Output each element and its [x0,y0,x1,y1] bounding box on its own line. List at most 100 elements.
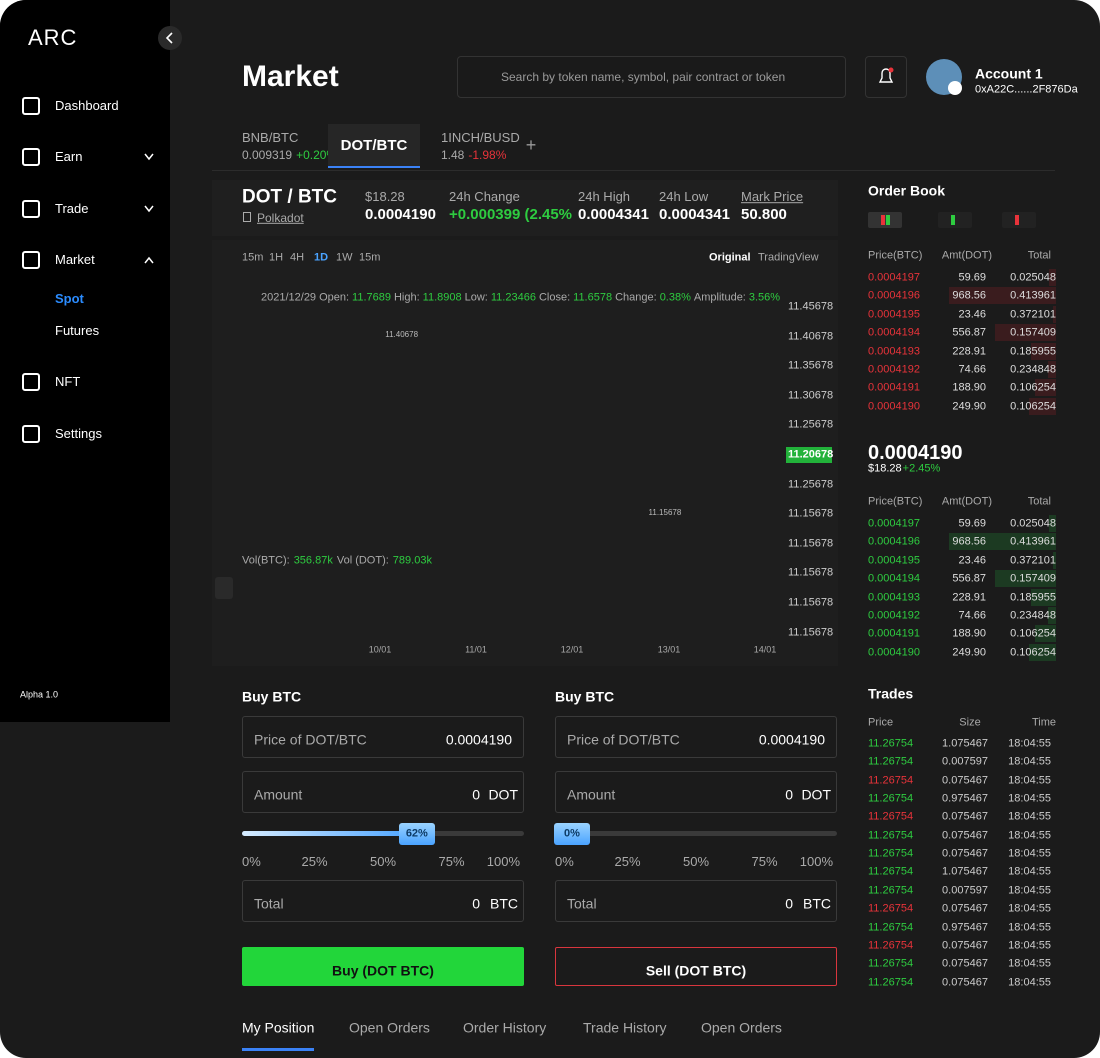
nav-icon [22,97,40,115]
trade-size: 0.975467 [942,920,988,933]
nav-item[interactable]: Futures [55,323,100,339]
interval[interactable]: 1W [336,251,353,264]
input-value: 0 [472,786,480,803]
interval[interactable]: 15m [242,251,264,264]
order-button[interactable] [242,947,524,986]
book-amount: 59.69 [958,271,986,284]
depth-bar [1035,625,1056,643]
nav-item[interactable]: NFT [55,374,81,390]
view-option[interactable]: Original [709,251,751,264]
position-tab[interactable]: Open Orders [701,1019,782,1036]
input-box[interactable] [242,716,524,758]
order-button[interactable] [555,947,837,986]
active-tab[interactable] [328,124,420,168]
interval[interactable]: 1H [269,251,284,264]
trade-price: 11.26754 [868,847,914,860]
book-total: 0.025048 [1010,271,1056,284]
pair-tab[interactable]: BNB/BTC [242,130,299,146]
input-label: Price of DOT/BTC [567,731,680,748]
position-tab[interactable]: My Position [242,1019,315,1036]
logo: ARC [28,24,78,50]
percent-mark: 100% [799,854,833,870]
book-total: 0.106254 [1010,627,1056,640]
price-label: 11.25678 [788,478,834,490]
position-tab[interactable]: Trade History [583,1019,667,1036]
book-price: 0.0004197 [868,517,920,530]
column-header: Price(BTC) [868,249,923,262]
input-box[interactable] [555,716,837,758]
slider-track[interactable] [555,831,837,836]
depth-bar [1049,269,1056,286]
interval[interactable]: 15m [359,251,381,264]
position-tab[interactable]: Open Orders [349,1019,430,1036]
text: 11.6578 [573,291,613,304]
add-tab[interactable]: + [525,135,537,156]
price-label: 11.25678 [788,418,834,431]
slider-label: 0% [564,827,580,840]
position-tab[interactable]: Order History [463,1019,547,1036]
book-amount: 74.66 [958,609,986,622]
input-box[interactable] [555,771,837,813]
book-amount: 59.69 [958,517,986,530]
slider-label: 62% [405,827,428,840]
doc-icon [243,212,251,222]
input-box[interactable] [555,880,837,922]
nav-item[interactable]: Market [55,252,95,268]
trade-time: 18:04:55 [1008,920,1051,933]
slider-thumb[interactable] [554,823,590,845]
book-amount: 556.87 [952,572,986,585]
ticker-pair: DOT / BTC [242,186,337,208]
trade-price: 11.26754 [868,957,914,970]
pair-tab[interactable]: 1INCH/BUSD [441,130,520,146]
tab-underline [242,1048,314,1051]
nav-item[interactable]: Trade [55,201,89,217]
chart-panel [212,240,838,666]
trade-size: 0.075467 [942,829,988,842]
depth-bar [1030,342,1056,360]
form-title: Buy BTC [555,688,615,705]
interval[interactable]: 1D [314,251,329,264]
book-price: 0.0004193 [868,345,920,357]
column-header: Price(BTC) [868,495,923,508]
book-view-toggle[interactable] [1002,212,1036,228]
book-amount: 556.87 [952,326,986,339]
trade-price: 11.26754 [868,920,914,933]
depth-bar [1049,515,1056,532]
book-total: 0.185955 [1010,591,1056,603]
nav-item[interactable]: Settings [55,426,102,442]
depth-bar [949,287,1056,305]
order-button-label: Buy (DOT BTC) [332,962,434,979]
nav-item[interactable]: Spot [55,291,84,307]
input-unit: BTC [490,895,518,912]
notification-button[interactable] [865,56,907,98]
book-view-toggle[interactable] [938,212,972,228]
input-box[interactable] [242,771,524,813]
interval[interactable]: 4H [290,251,305,264]
book-amount: 249.90 [952,400,986,413]
view-option[interactable]: TradingView [758,251,819,264]
scroll-button[interactable] [215,577,233,599]
input-box[interactable] [242,880,524,922]
stat-value: 50.800 [741,206,787,223]
avatar-badge [948,81,962,95]
book-amount: 228.91 [952,345,986,357]
stat-value: 0.0004341 [659,206,730,223]
percent-mark: 25% [301,854,328,870]
nav-item[interactable]: Earn [55,149,83,165]
book-view-toggle[interactable] [868,212,902,228]
book-amount: 249.90 [952,646,986,659]
slider-thumb[interactable] [398,823,435,845]
trade-price: 11.26754 [868,737,914,750]
sidebar [0,0,170,722]
text: 11.23466 [490,291,536,304]
price-label: 11.15678 [788,537,834,550]
search-box[interactable] [457,56,846,98]
annotation: 11.40678 [385,330,419,339]
depth-bar [1028,643,1056,661]
x-label: 13/01 [657,644,681,655]
annotation: 11.15678 [648,508,682,518]
text: Vol(BTC): [242,554,290,567]
nav-item[interactable]: Dashboard [55,98,119,114]
trade-size: 1.075467 [942,865,988,878]
book-amount: 188.90 [952,627,986,640]
